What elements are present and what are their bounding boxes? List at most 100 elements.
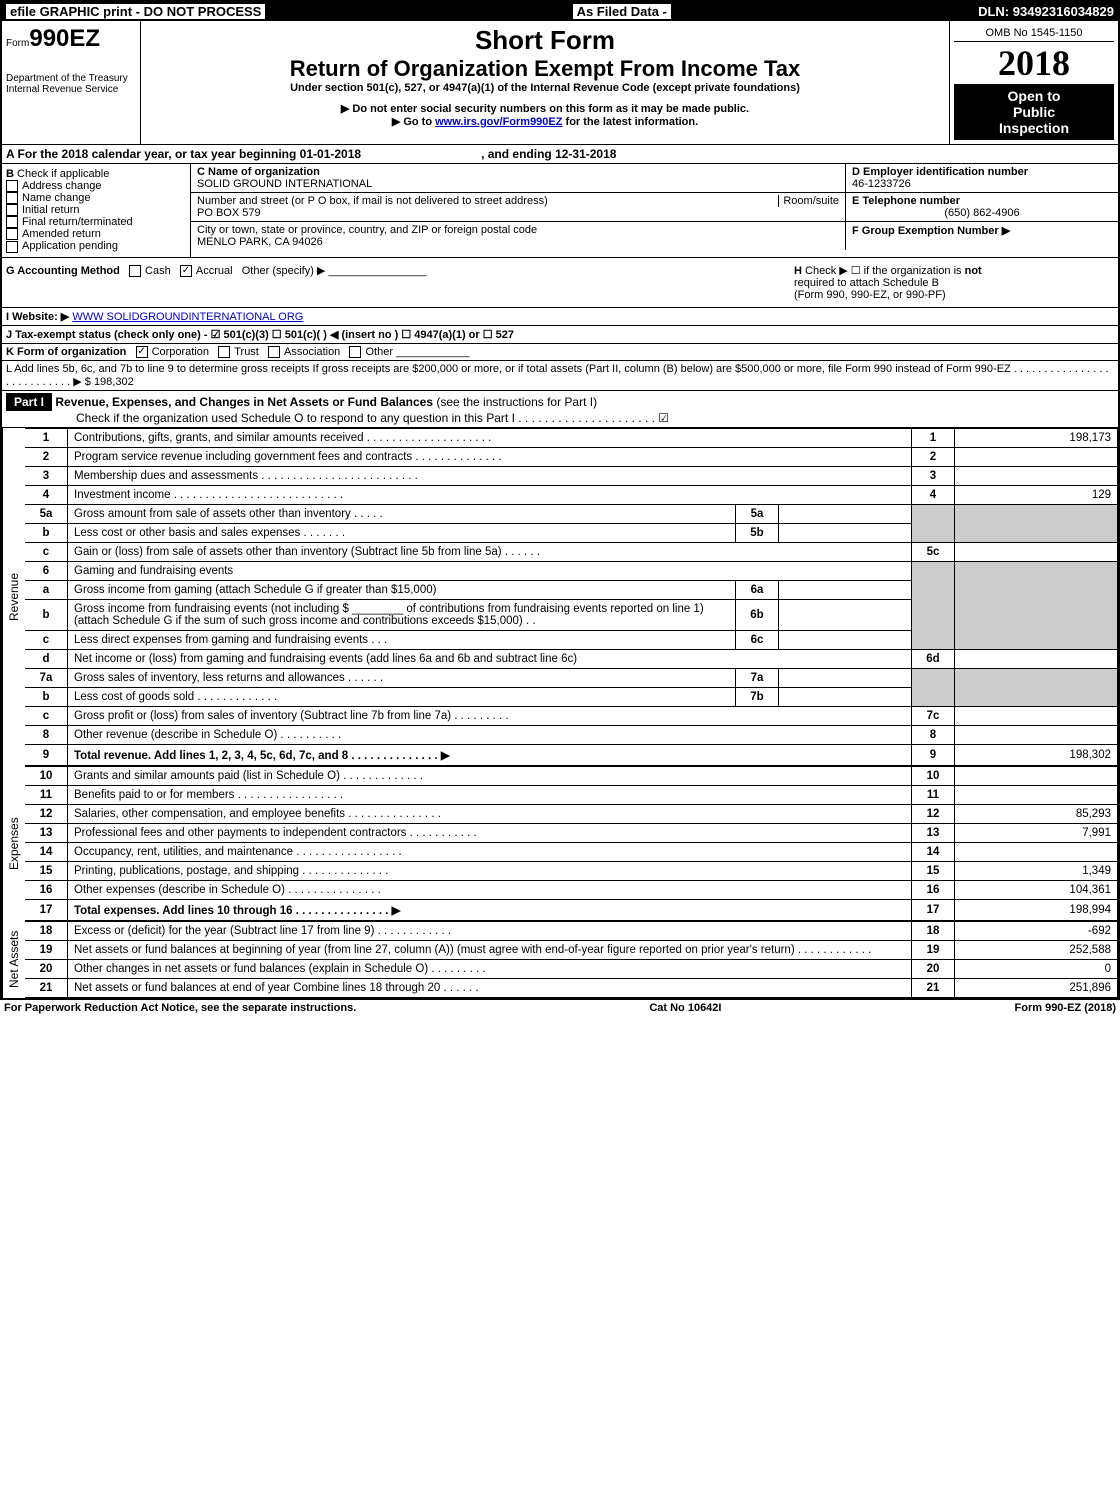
line-6: 6Gaming and fundraising events [25, 561, 1118, 580]
grey-cell [912, 561, 955, 649]
final-return-checkbox[interactable] [6, 216, 18, 228]
final-return-label: Final return/terminated [22, 216, 133, 228]
accrual-checkbox[interactable] [180, 265, 192, 277]
accrual-label: Accrual [196, 265, 233, 277]
i-label: I Website: ▶ [6, 311, 69, 323]
line-rval: 198,302 [955, 744, 1118, 765]
address-change-checkbox[interactable] [6, 180, 18, 192]
line-num: d [25, 649, 68, 668]
website-link[interactable]: WWW SOLIDGROUNDINTERNATIONAL ORG [72, 311, 303, 323]
section-bcdef: B Check if applicable Address change Nam… [2, 164, 1118, 258]
cash-checkbox[interactable] [129, 265, 141, 277]
grey-cell [955, 561, 1118, 649]
line-num: 13 [25, 823, 68, 842]
d-label: D Employer identification number [852, 166, 1028, 178]
line-num: 4 [25, 485, 68, 504]
line-9: 9Total revenue. Add lines 1, 2, 3, 4, 5c… [25, 744, 1118, 765]
efile-label: efile GRAPHIC print - DO NOT PROCESS [6, 4, 265, 19]
tax-year: 2018 [954, 42, 1114, 84]
line-desc: Printing, publications, postage, and shi… [68, 861, 912, 880]
trust-checkbox[interactable] [218, 346, 230, 358]
line-subval [779, 523, 912, 542]
revenue-vert-label: Revenue [2, 428, 25, 766]
trust-label: Trust [234, 346, 259, 358]
line-rnum: 18 [912, 921, 955, 940]
line-desc: Less cost or other basis and sales expen… [68, 523, 736, 542]
amended-return-checkbox[interactable] [6, 228, 18, 240]
line-rnum: 17 [912, 899, 955, 920]
line-rnum: 21 [912, 978, 955, 997]
irs-label: Internal Revenue Service [6, 84, 136, 95]
line-num: 11 [25, 785, 68, 804]
line-num: 20 [25, 959, 68, 978]
line-1: 1Contributions, gifts, grants, and simil… [25, 428, 1118, 447]
line-num: 2 [25, 447, 68, 466]
line-num: b [25, 599, 68, 630]
line-rnum: 2 [912, 447, 955, 466]
line-rval: 104,361 [955, 880, 1118, 899]
line-num: 19 [25, 940, 68, 959]
line-subnum: 6a [736, 580, 779, 599]
line-rnum: 12 [912, 804, 955, 823]
line-subval [779, 630, 912, 649]
line-rval [955, 706, 1118, 725]
line-desc: Occupancy, rent, utilities, and maintena… [68, 842, 912, 861]
line-20: 20Other changes in net assets or fund ba… [25, 959, 1118, 978]
h-text: Check ▶ ☐ if the organization is [805, 265, 962, 277]
line-rnum: 10 [912, 766, 955, 785]
h-label: H [794, 265, 802, 277]
line-13: 13Professional fees and other payments t… [25, 823, 1118, 842]
line-num: 17 [25, 899, 68, 920]
line-desc: Program service revenue including govern… [68, 447, 912, 466]
line-rnum: 11 [912, 785, 955, 804]
assoc-checkbox[interactable] [268, 346, 280, 358]
addr-label: Number and street (or P O box, if mail i… [197, 195, 548, 207]
line-num: 12 [25, 804, 68, 823]
line-desc: Contributions, gifts, grants, and simila… [68, 428, 912, 447]
line-num: c [25, 542, 68, 561]
revenue-table: 1Contributions, gifts, grants, and simil… [25, 428, 1118, 766]
line-desc: Gain or (loss) from sale of assets other… [68, 542, 912, 561]
row-i: I Website: ▶ WWW SOLIDGROUNDINTERNATIONA… [2, 308, 1118, 326]
line-2: 2Program service revenue including gover… [25, 447, 1118, 466]
line-subnum: 7a [736, 668, 779, 687]
line-rval [955, 649, 1118, 668]
section-e: E Telephone number (650) 862-4906 [846, 193, 1118, 221]
line-desc: Gross profit or (loss) from sales of inv… [68, 706, 912, 725]
line-desc: Gross sales of inventory, less returns a… [68, 668, 736, 687]
line-8: 8Other revenue (describe in Schedule O) … [25, 725, 1118, 744]
line-desc-bold: Total revenue. Add lines 1, 2, 3, 4, 5c,… [74, 750, 450, 762]
line-5c: cGain or (loss) from sale of assets othe… [25, 542, 1118, 561]
line-desc: Other expenses (describe in Schedule O) … [68, 880, 912, 899]
h-not: not [965, 265, 982, 277]
footer: For Paperwork Reduction Act Notice, see … [0, 1000, 1120, 1016]
inspection: Inspection [958, 120, 1110, 136]
line-subnum: 6b [736, 599, 779, 630]
initial-return-checkbox[interactable] [6, 204, 18, 216]
line-num: 7a [25, 668, 68, 687]
phone-value: (650) 862-4906 [852, 207, 1112, 219]
line-desc: Net assets or fund balances at end of ye… [68, 978, 912, 997]
line-num: b [25, 523, 68, 542]
row-k: K Form of organization Corporation Trust… [2, 344, 1118, 361]
irs-link[interactable]: www.irs.gov/Form990EZ [435, 116, 562, 128]
expenses-vert-label: Expenses [2, 766, 25, 921]
line-desc: Net income or (loss) from gaming and fun… [68, 649, 912, 668]
ein-value: 46-1233726 [852, 178, 1112, 190]
note2-suffix: for the latest information. [562, 116, 698, 128]
line-num: 18 [25, 921, 68, 940]
subtitle: Under section 501(c), 527, or 4947(a)(1)… [145, 82, 945, 94]
other-org-checkbox[interactable] [349, 346, 361, 358]
application-pending-checkbox[interactable] [6, 241, 18, 253]
line-rnum: 8 [912, 725, 955, 744]
line-subval [779, 687, 912, 706]
corp-checkbox[interactable] [136, 346, 148, 358]
line-desc: Other changes in net assets or fund bala… [68, 959, 912, 978]
tax-year-end: 12-31-2018 [555, 147, 616, 161]
name-change-checkbox[interactable] [6, 192, 18, 204]
note1: ▶ Do not enter social security numbers o… [145, 102, 945, 115]
net-assets-table: 18Excess or (deficit) for the year (Subt… [25, 921, 1118, 998]
line-subnum: 5b [736, 523, 779, 542]
line-desc: Professional fees and other payments to … [68, 823, 912, 842]
form-number: 990EZ [29, 25, 100, 52]
